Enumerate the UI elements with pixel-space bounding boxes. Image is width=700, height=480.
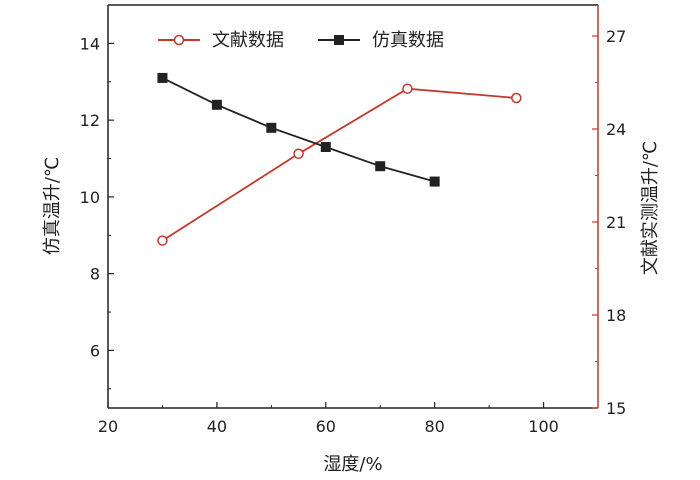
- data-point-square: [429, 176, 440, 187]
- data-point-circle: [511, 92, 522, 104]
- x-axis-title: 湿度/%: [323, 454, 382, 475]
- y-left-tick-label: 14: [80, 34, 100, 53]
- data-point-square: [157, 72, 168, 83]
- data-point-circle: [157, 235, 168, 246]
- data-point-circle: [402, 83, 413, 94]
- y-left-tick-label: 12: [80, 111, 100, 130]
- legend-label-fangzhen: 仿真数据: [372, 30, 444, 51]
- x-tick-label: 40: [207, 417, 227, 436]
- series-line-1: [162, 77, 435, 183]
- y-left-tick-label: 10: [80, 188, 100, 207]
- data-point-circle: [293, 148, 304, 160]
- x-tick-label: 80: [424, 417, 444, 436]
- y-right-tick-label: 18: [606, 306, 626, 325]
- series-line-0: [161, 87, 517, 242]
- legend-label-wenxian: 文献数据: [212, 30, 284, 51]
- x-tick-label: 20: [98, 417, 118, 436]
- y-right-tick-label: 27: [606, 27, 626, 46]
- data-point-square: [266, 122, 277, 133]
- legend-marker-fangzhen: [334, 35, 344, 45]
- data-point-square: [211, 99, 222, 110]
- legend-marker-wenxian: [173, 34, 185, 46]
- x-tick-label: 100: [528, 417, 559, 436]
- y-left-tick-label: 6: [90, 341, 100, 360]
- y-left-axis-title: 仿真温升/℃: [42, 157, 63, 255]
- legend: 文献数据 仿真数据: [158, 30, 444, 51]
- y-right-axis-title: 文献实测温升/℃: [640, 141, 661, 275]
- y-right-tick-label: 21: [606, 213, 626, 232]
- data-point-square: [375, 161, 386, 172]
- data-point-square: [320, 142, 331, 153]
- y-right-tick-label: 24: [606, 120, 626, 139]
- x-tick-label: 60: [316, 417, 336, 436]
- y-left-tick-label: 8: [90, 265, 100, 284]
- y-right-tick-label: 15: [606, 399, 626, 418]
